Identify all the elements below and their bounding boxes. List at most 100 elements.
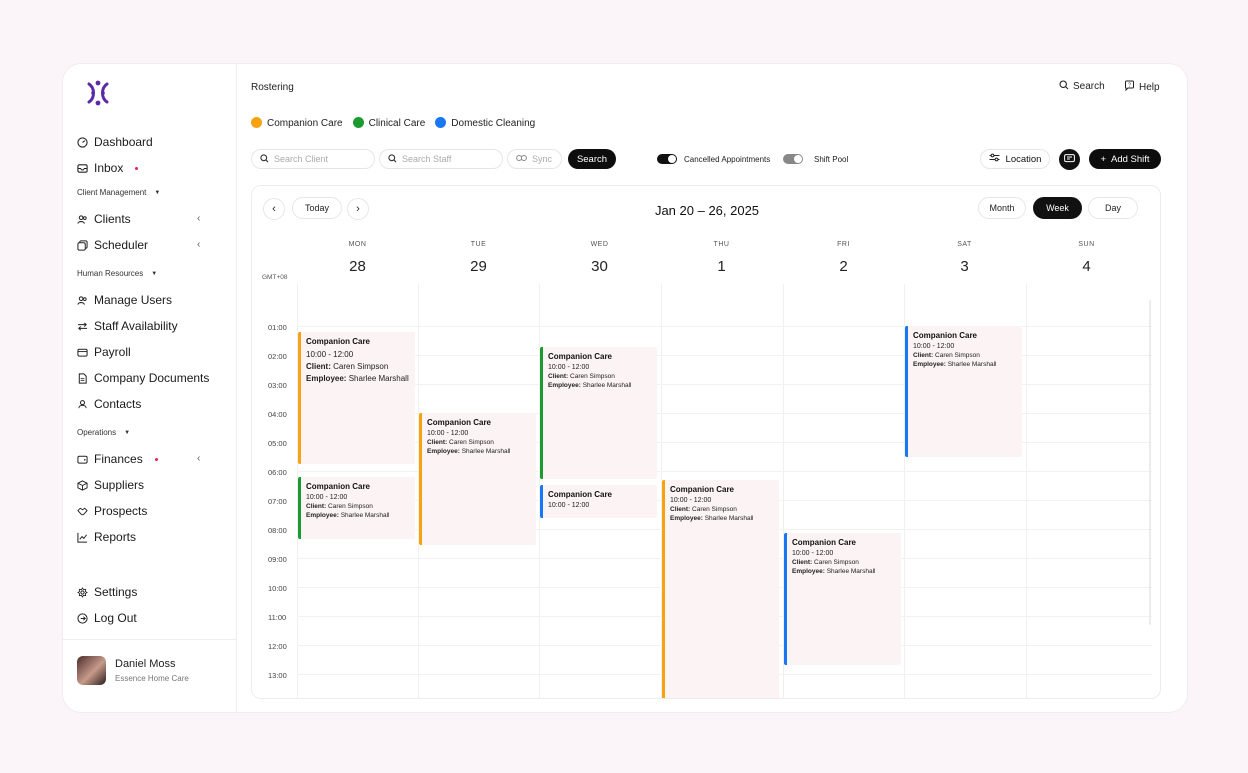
shift-event[interactable]: Companion Care 10:00 - 12:00 Client: Car… [298,332,415,464]
sidebar-item-label: Staff Availability [94,319,178,333]
day-number[interactable]: 29 [470,258,487,275]
chevron-left-icon[interactable]: ‹ [197,213,201,224]
grid-line [1026,284,1027,698]
handshake-icon [77,506,88,517]
event-client: Client: Caren Simpson [913,352,980,359]
plus-icon: + [1100,153,1106,165]
day-number[interactable]: 3 [960,258,969,275]
calendar-scrollbar[interactable] [1149,300,1151,625]
brand-logo-icon[interactable] [83,78,113,108]
sidebar-item-prospects[interactable]: Prospects [77,503,147,519]
hour-label: 06:00 [268,468,287,477]
section-operations[interactable]: Operations ▼ [77,428,131,437]
wallet-icon [77,454,88,465]
view-month-button[interactable]: Month [978,197,1026,219]
sidebar-item-scheduler[interactable]: Scheduler [77,237,148,253]
search-staff-input[interactable]: Search Staff [379,149,503,169]
calendar-grid[interactable]: Companion Care 10:00 - 12:00 Client: Car… [297,284,1160,698]
day-number[interactable]: 4 [1082,258,1091,275]
sidebar-item-label: Log Out [94,611,137,625]
help-link[interactable]: ? Help [1124,80,1160,94]
event-title: Companion Care [548,490,613,499]
sidebar-item-contacts[interactable]: Contacts [77,396,141,412]
grid-line [539,284,540,698]
hour-label: 10:00 [268,584,287,593]
caret-down-icon: ▼ [151,270,158,277]
view-week-button[interactable]: Week [1033,197,1082,219]
next-week-button[interactable]: › [347,198,369,220]
day-number[interactable]: 1 [717,258,726,275]
sidebar-item-settings[interactable]: Settings [77,584,137,600]
search-icon [260,153,269,165]
event-title: Companion Care [913,331,978,340]
search-button[interactable]: Search [568,149,616,169]
shift-event[interactable]: Companion Care 10:00 - 12:00 [540,485,657,518]
day-of-week: WED [590,241,609,248]
day-of-week: FRI [837,241,850,248]
sidebar-item-label: Settings [94,585,138,599]
sidebar-item-staff-availability[interactable]: Staff Availability [77,318,178,334]
search-icon [388,153,397,165]
shift-pool-label: Shift Pool [814,155,849,164]
day-number[interactable]: 28 [349,258,366,275]
event-time: 10:00 - 12:00 [548,364,590,371]
section-client-management[interactable]: Client Management ▼ [77,188,161,197]
hour-label: 13:00 [268,671,287,680]
sidebar-item-payroll[interactable]: Payroll [77,344,131,360]
event-title: Companion Care [792,538,857,547]
message-button[interactable] [1059,149,1080,170]
chevron-left-icon: ‹ [272,203,276,215]
day-number[interactable]: 2 [839,258,848,275]
legend-item-companion-care[interactable]: Companion Care [251,117,343,129]
sidebar-item-reports[interactable]: Reports [77,529,136,545]
caret-down-icon: ▼ [124,429,131,436]
event-time: 10:00 - 12:00 [792,550,834,557]
user-profile[interactable]: Daniel Moss Essence Home Care [63,639,237,712]
sidebar-item-suppliers[interactable]: Suppliers [77,477,144,493]
search-link[interactable]: Search [1059,80,1105,93]
sync-button[interactable]: Sync [507,149,562,169]
sidebar-item-label: Clients [94,212,131,226]
grid-line [297,471,1152,472]
add-shift-button[interactable]: + Add Shift [1089,149,1161,169]
legend-item-clinical-care[interactable]: Clinical Care [352,117,425,129]
caret-down-icon: ▼ [154,189,161,196]
sidebar-item-finances[interactable]: Finances [77,451,158,467]
sidebar-item-company-documents[interactable]: Company Documents [77,370,209,386]
shift-event[interactable]: Companion Care 10:00 - 12:00 Client: Car… [662,480,779,698]
hour-label: 07:00 [268,497,287,506]
search-client-input[interactable]: Search Client [251,149,375,169]
today-button[interactable]: Today [292,197,342,219]
avatar [77,656,106,685]
prev-week-button[interactable]: ‹ [263,198,285,220]
cancelled-appointments-toggle[interactable] [657,154,677,164]
sidebar-item-dashboard[interactable]: Dashboard [77,134,153,150]
shift-event[interactable]: Companion Care 10:00 - 12:00 Client: Car… [540,347,657,479]
legend-swatch [435,117,447,128]
timezone-label: GMT+08 [262,274,288,281]
event-employee: Employee: Sharlee Marshall [792,568,876,575]
location-button[interactable]: Location [980,149,1050,169]
shift-pool-toggle[interactable] [783,154,803,164]
sidebar-item-manage-users[interactable]: Manage Users [77,292,172,308]
view-day-button[interactable]: Day [1088,197,1138,219]
hour-label: 03:00 [268,381,287,390]
chevron-left-icon[interactable]: ‹ [197,453,201,464]
event-time: 10:00 - 12:00 [548,502,590,509]
shift-event[interactable]: Companion Care 10:00 - 12:00 Client: Car… [419,413,536,545]
day-number[interactable]: 30 [591,258,608,275]
legend-swatch [352,117,364,128]
sidebar-item-inbox[interactable]: Inbox [77,160,139,176]
legend-item-domestic-cleaning[interactable]: Domestic Cleaning [435,117,535,129]
sliders-icon [989,153,1000,165]
section-human-resources[interactable]: Human Resources ▼ [77,269,158,278]
legend-swatch [251,117,262,128]
sidebar-item-logout[interactable]: Log Out [77,610,137,626]
shift-event[interactable]: Companion Care 10:00 - 12:00 Client: Car… [905,326,1022,457]
page-title: Rostering [251,82,294,93]
shift-event[interactable]: Companion Care 10:00 - 12:00 Client: Car… [784,533,901,665]
sidebar-item-clients[interactable]: Clients [77,211,131,227]
shift-event[interactable]: Companion Care 10:00 - 12:00 Client: Car… [298,477,415,539]
chevron-left-icon[interactable]: ‹ [197,239,201,250]
sidebar-item-label: Contacts [94,397,142,411]
